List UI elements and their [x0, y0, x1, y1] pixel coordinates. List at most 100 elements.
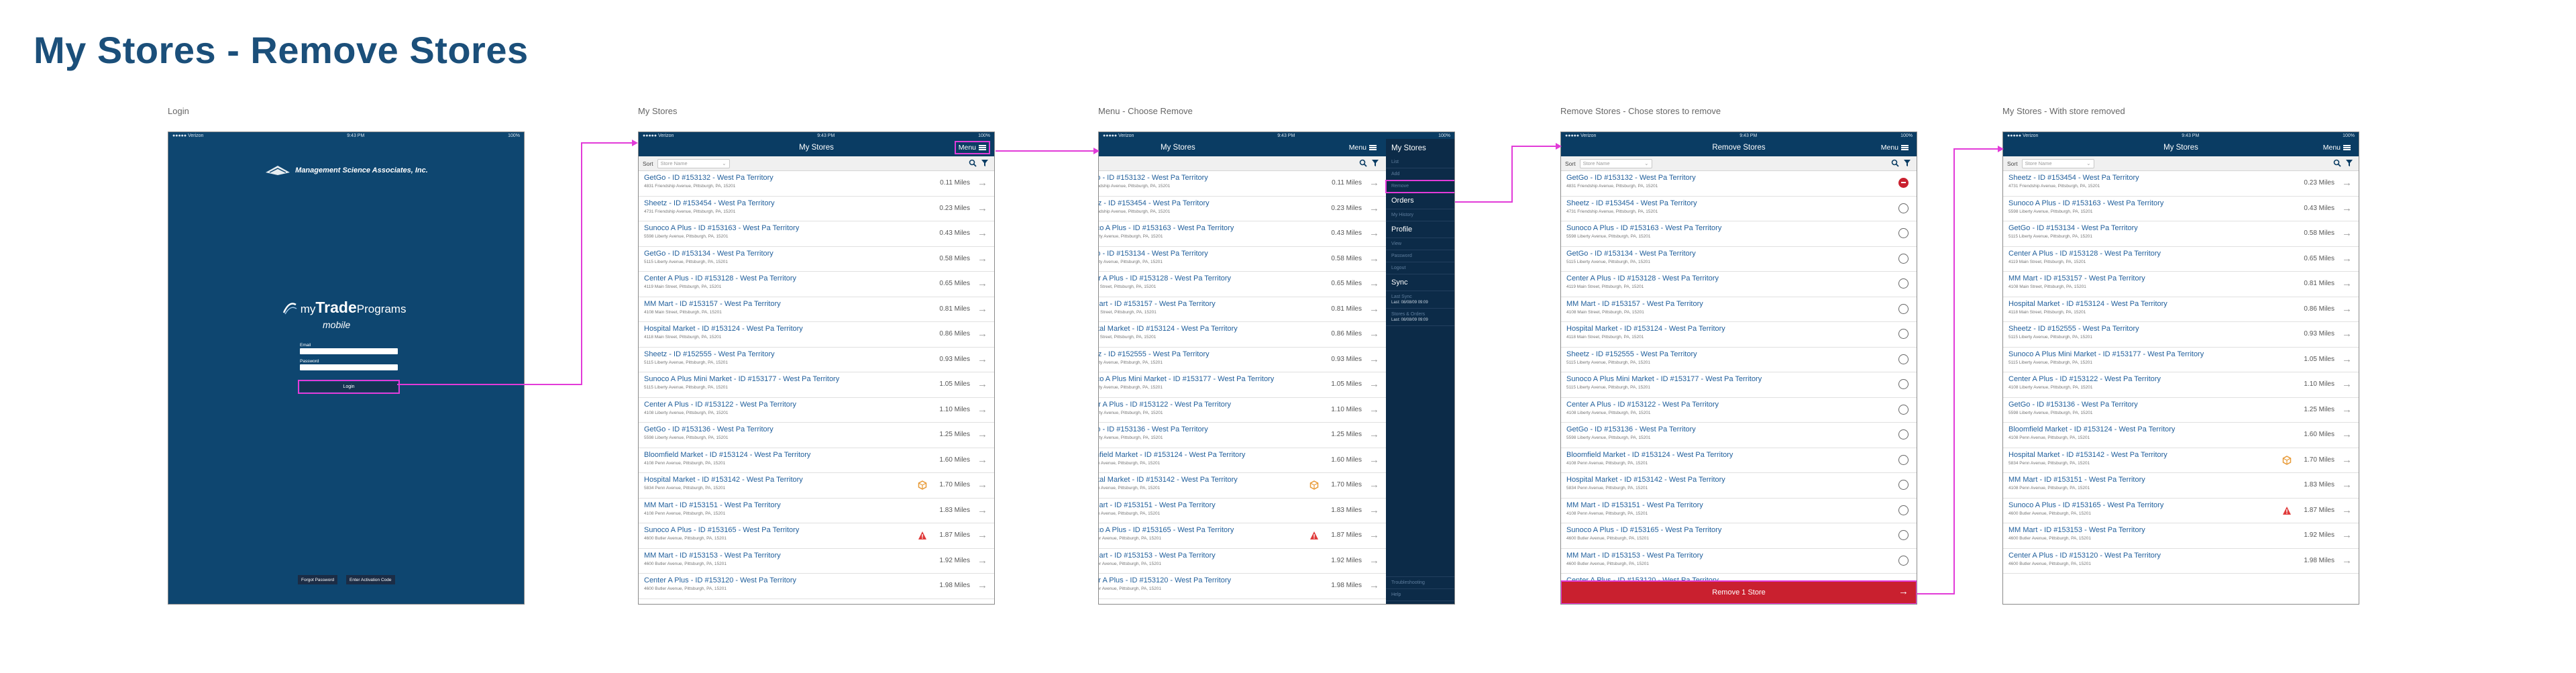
- store-row[interactable]: MM Mart - ID #153151 - West Pa Territory…: [2003, 473, 2359, 499]
- search-icon[interactable]: [2333, 159, 2341, 167]
- menu-item-troubleshooting[interactable]: Troubleshooting: [1386, 576, 1454, 589]
- store-row[interactable]: Sheetz - ID #153454 - West Pa Territory 4…: [1561, 197, 1917, 221]
- menu-item-help[interactable]: Help: [1386, 589, 1454, 601]
- store-row[interactable]: Bloomfield Market - ID #153124 - West Pa…: [2003, 423, 2359, 448]
- store-row[interactable]: Sunoco A Plus - ID #153165 - West Pa Ter…: [1099, 523, 1386, 549]
- select-circle-icon[interactable]: [1898, 354, 1909, 364]
- select-circle-icon[interactable]: [1898, 278, 1909, 289]
- store-row[interactable]: Center A Plus - ID #153122 - West Pa Ter…: [1561, 398, 1917, 423]
- select-circle-icon[interactable]: [1898, 253, 1909, 264]
- store-row[interactable]: GetGo - ID #153136 - West Pa Territory55…: [1099, 423, 1386, 448]
- filter-icon[interactable]: [1371, 159, 1379, 167]
- search-icon[interactable]: [969, 159, 977, 167]
- store-row[interactable]: Sunoco A Plus Mini Market - ID #153177 -…: [1099, 372, 1386, 398]
- filter-icon[interactable]: [1903, 159, 1911, 167]
- sort-select[interactable]: Store Name ⌄: [2021, 158, 2094, 168]
- store-row[interactable]: Sheetz - ID #152555 - West Pa Territory 5…: [2003, 322, 2359, 348]
- store-row[interactable]: MM Mart - ID #153157 - West Pa Territory…: [639, 297, 994, 322]
- menu-item-last-sync[interactable]: Last Sync Last: 08/08/09 09:09: [1386, 291, 1454, 309]
- select-circle-icon[interactable]: [1898, 379, 1909, 389]
- select-circle-icon[interactable]: [1898, 480, 1909, 490]
- store-row[interactable]: Hospital Market - ID #153124 - West Pa T…: [2003, 297, 2359, 322]
- store-row[interactable]: Center A Plus - ID #153122 - West Pa Ter…: [639, 398, 994, 423]
- store-row[interactable]: Sunoco A Plus - ID #153163 - West Pa Ter…: [1099, 221, 1386, 247]
- menu-button[interactable]: Menu: [954, 141, 991, 154]
- menu-item-view[interactable]: View: [1386, 238, 1454, 250]
- menu-item-profile[interactable]: Profile: [1386, 221, 1454, 238]
- select-circle-icon[interactable]: [1898, 555, 1909, 566]
- select-circle-icon[interactable]: [1898, 505, 1909, 515]
- email-field[interactable]: [300, 348, 398, 354]
- store-row[interactable]: Sunoco A Plus - ID #153165 - West Pa Ter…: [2003, 499, 2359, 523]
- store-row[interactable]: Bloomfield Market - ID #153124 - West Pa…: [1099, 448, 1386, 473]
- filter-icon[interactable]: [981, 159, 989, 167]
- store-row[interactable]: Sunoco A Plus - ID #153163 - West Pa Ter…: [639, 221, 994, 247]
- store-row[interactable]: Center A Plus - ID #153122 - West Pa Ter…: [2003, 372, 2359, 398]
- select-circle-icon[interactable]: [1898, 530, 1909, 540]
- store-row[interactable]: MM Mart - ID #153157 - West Pa Territory…: [2003, 272, 2359, 297]
- store-row[interactable]: MM Mart - ID #153153 - West Pa Territory…: [1099, 549, 1386, 574]
- store-row[interactable]: Center A Plus - ID #153120 - West Pa Ter…: [2003, 549, 2359, 574]
- menu-item-remove[interactable]: Remove: [1385, 180, 1454, 193]
- menu-item-list[interactable]: List: [1386, 156, 1454, 168]
- store-row[interactable]: MM Mart - ID #153153 - West Pa Territory…: [1561, 549, 1917, 574]
- menu-item-logout[interactable]: Logout: [1386, 262, 1454, 274]
- store-row[interactable]: Center A Plus - ID #153128 - West Pa Ter…: [2003, 247, 2359, 272]
- activation-code-button[interactable]: Enter Activation Code: [346, 575, 395, 584]
- store-row[interactable]: Sheetz - ID #153454 - West Pa Territory 4…: [639, 197, 994, 221]
- store-row[interactable]: Center A Plus - ID #153120 - West Pa Ter…: [639, 574, 994, 599]
- menu-item-my-history[interactable]: My History: [1386, 209, 1454, 221]
- store-row[interactable]: MM Mart - ID #153151 - West Pa Territory…: [1561, 499, 1917, 523]
- select-circle-icon[interactable]: [1898, 178, 1909, 188]
- search-icon[interactable]: [1891, 159, 1899, 167]
- store-row[interactable]: GetGo - ID #153132 - West Pa Territory 48…: [639, 171, 994, 197]
- store-row[interactable]: Sunoco A Plus Mini Market - ID #153177 -…: [2003, 348, 2359, 372]
- store-row[interactable]: Sheetz - ID #153454 - West Pa Territory 4…: [1099, 197, 1386, 221]
- menu-button[interactable]: Menu: [2320, 142, 2353, 153]
- select-circle-icon[interactable]: [1898, 429, 1909, 439]
- store-row[interactable]: Hospital Market - ID #153142 - West Pa T…: [639, 473, 994, 499]
- store-row[interactable]: Sunoco A Plus - ID #153163 - West Pa Ter…: [1561, 221, 1917, 247]
- login-button[interactable]: Login: [298, 380, 400, 394]
- search-icon[interactable]: [1359, 159, 1367, 167]
- store-row[interactable]: Sunoco A Plus - ID #153165 - West Pa Ter…: [1561, 523, 1917, 549]
- menu-item-add[interactable]: Add: [1386, 168, 1454, 180]
- store-row[interactable]: Hospital Market - ID #153124 - West Pa T…: [639, 322, 994, 348]
- store-row[interactable]: Center A Plus - ID #153128 - West Pa Ter…: [639, 272, 994, 297]
- store-row[interactable]: Bloomfield Market - ID #153124 - West Pa…: [1561, 448, 1917, 473]
- sort-select[interactable]: Store Name ⌄: [657, 158, 730, 168]
- select-circle-icon[interactable]: [1898, 404, 1909, 415]
- store-row[interactable]: Sheetz - ID #152555 - West Pa Territory 5…: [639, 348, 994, 372]
- store-row[interactable]: Sheetz - ID #152555 - West Pa Territory 5…: [1099, 348, 1386, 372]
- store-row[interactable]: Sunoco A Plus - ID #153163 - West Pa Ter…: [2003, 197, 2359, 221]
- menu-item-orders[interactable]: Orders: [1386, 193, 1454, 209]
- store-row[interactable]: Sunoco A Plus Mini Market - ID #153177 -…: [639, 372, 994, 398]
- password-field[interactable]: [300, 364, 398, 370]
- store-row[interactable]: Center A Plus - ID #153128 - West Pa Ter…: [1099, 272, 1386, 297]
- select-circle-icon[interactable]: [1898, 329, 1909, 339]
- store-row[interactable]: Sunoco A Plus Mini Market - ID #153177 -…: [1561, 372, 1917, 398]
- store-row[interactable]: Hospital Market - ID #153142 - West Pa T…: [1099, 473, 1386, 499]
- select-circle-icon[interactable]: [1898, 454, 1909, 465]
- forgot-password-button[interactable]: Forgot Password: [298, 575, 338, 584]
- menu-button[interactable]: Menu: [1346, 142, 1379, 153]
- menu-item-stores-orders[interactable]: Stores & Orders Last: 08/08/09 09:09: [1386, 309, 1454, 326]
- store-row[interactable]: Hospital Market - ID #153142 - West Pa T…: [1561, 473, 1917, 499]
- store-row[interactable]: Hospital Market - ID #153124 - West Pa T…: [1099, 322, 1386, 348]
- store-row[interactable]: GetGo - ID #153132 - West Pa Territory 48…: [1099, 171, 1386, 197]
- store-row[interactable]: Center A Plus - ID #153120 - West Pa Ter…: [1099, 574, 1386, 599]
- store-row[interactable]: Sheetz - ID #153454 - West Pa Territory 4…: [2003, 171, 2359, 197]
- store-row[interactable]: MM Mart - ID #153157 - West Pa Territory…: [1561, 297, 1917, 322]
- store-row[interactable]: Center A Plus - ID #153128 - West Pa Ter…: [1561, 272, 1917, 297]
- store-row[interactable]: Hospital Market - ID #153124 - West Pa T…: [1561, 322, 1917, 348]
- store-row[interactable]: GetGo - ID #153134 - West Pa Territory51…: [1099, 247, 1386, 272]
- store-row[interactable]: Center A Plus - ID #153122 - West Pa Ter…: [1099, 398, 1386, 423]
- sort-select[interactable]: Store Name ⌄: [1579, 158, 1652, 168]
- remove-stores-button[interactable]: Remove 1 Store →: [1561, 580, 1917, 604]
- store-row[interactable]: Sunoco A Plus - ID #153165 - West Pa Ter…: [639, 523, 994, 549]
